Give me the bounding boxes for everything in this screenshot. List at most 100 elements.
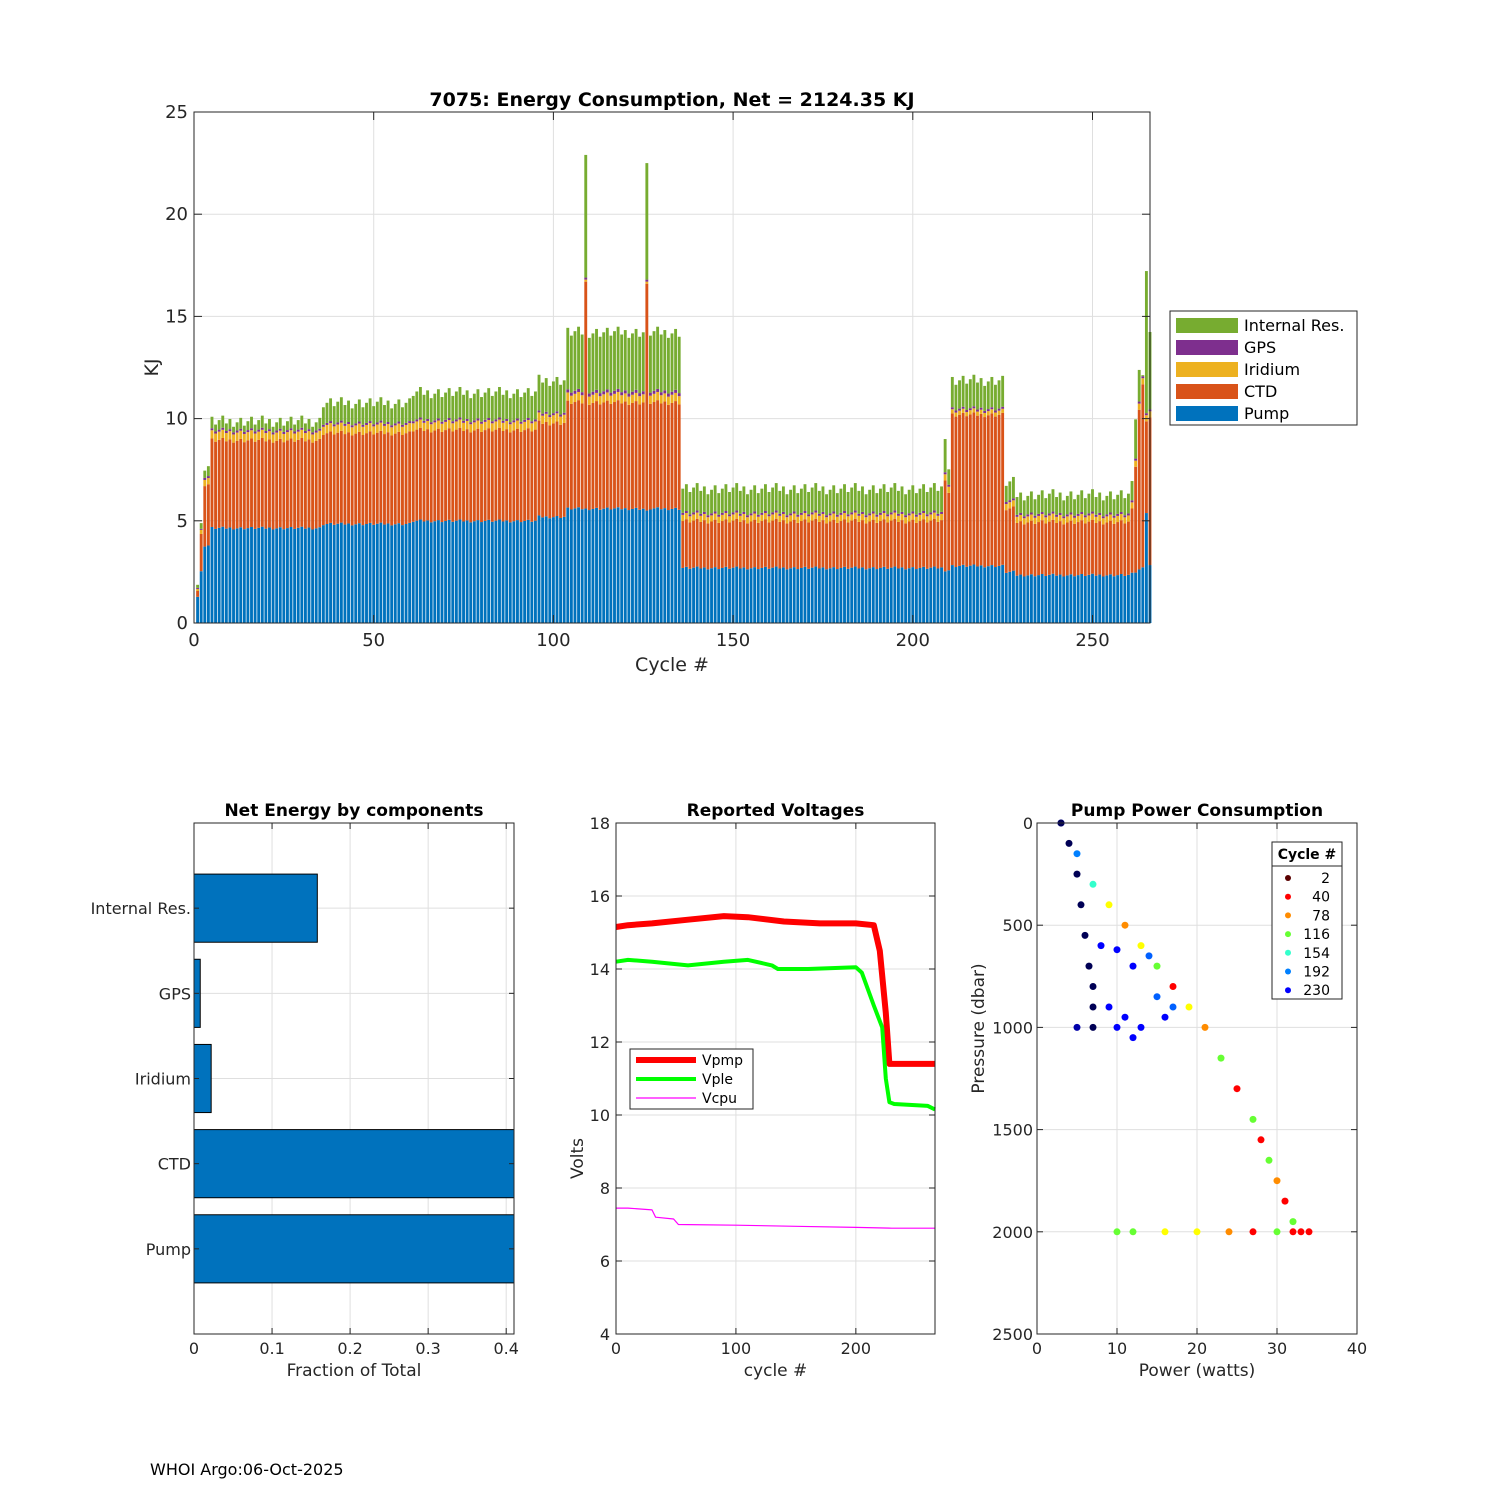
bar-pump-cycle-44 <box>350 525 354 623</box>
y-tick-label: 1500 <box>992 1121 1033 1140</box>
bar-pump-cycle-19 <box>260 526 264 623</box>
bar-gps-cycle-15 <box>246 430 250 433</box>
bar-gps-cycle-239 <box>1051 511 1055 514</box>
bar-internal-cycle-183 <box>850 487 854 513</box>
bar-ctd-cycle-214 <box>961 412 965 565</box>
x-axis-label-pump: Power (watts) <box>1139 1361 1256 1381</box>
bar-internal-cycle-26 <box>286 421 289 431</box>
bar-pump-cycle-9 <box>224 528 228 623</box>
bar-gps-cycle-251 <box>1094 514 1098 517</box>
bar-iridium-cycle-114 <box>602 394 606 403</box>
bar-pump-cycle-79 <box>476 520 480 623</box>
bar-internal-cycle-139 <box>692 487 696 513</box>
bar-iridium-cycle-22 <box>271 434 275 443</box>
bar-gps-cycle-200 <box>911 511 915 514</box>
bar-pump-cycle-197 <box>900 567 904 623</box>
bar-pump-cycle-255 <box>1109 574 1112 623</box>
bar-ctd-cycle-144 <box>710 521 713 569</box>
bar-gps-cycle-146 <box>717 514 721 517</box>
scatter-point-descent-line <box>1185 1003 1193 1011</box>
bar-iridium-cycle-125 <box>641 394 645 403</box>
bar-pump-cycle-91 <box>519 522 523 623</box>
bar-ctd-cycle-165 <box>785 523 789 570</box>
y-tick-label: 16 <box>590 887 610 906</box>
bar-ctd-cycle-261 <box>1130 508 1134 573</box>
bar-iridium-cycle-64 <box>422 422 426 432</box>
bar-internal-cycle-126 <box>645 163 649 280</box>
bar-pump-cycle-261 <box>1130 572 1134 623</box>
bar-internal-cycle-51 <box>375 401 379 423</box>
bar-ctd-cycle-30 <box>300 437 304 527</box>
bar-gps-cycle-143 <box>706 515 710 518</box>
bar-pump-cycle-248 <box>1083 575 1087 623</box>
x-tick-label: 0 <box>611 1339 621 1358</box>
bar-pump-cycle-60 <box>408 522 412 623</box>
bar-ctd-cycle-37 <box>325 433 329 525</box>
bar-internal-cycle-82 <box>487 388 491 418</box>
bar-ctd-cycle-70 <box>444 430 448 521</box>
bar-ctd-cycle-221 <box>986 415 990 567</box>
bar-iridium-cycle-60 <box>408 423 412 432</box>
bar-pump-cycle-235 <box>1037 575 1041 623</box>
bar-pump-cycle-252 <box>1098 574 1102 623</box>
bar-gps-cycle-5 <box>210 428 214 431</box>
bar-iridium-cycle-137 <box>684 513 688 520</box>
bar-iridium-cycle-215 <box>965 412 969 417</box>
bar-iridium-cycle-78 <box>472 422 476 431</box>
bar-pump-cycle-162 <box>774 566 778 623</box>
bar-pump-cycle-151 <box>735 566 739 623</box>
bar-iridium-cycle-66 <box>429 424 433 433</box>
bar-pump-cycle-160 <box>767 568 771 623</box>
bar-ctd-cycle-161 <box>771 520 775 568</box>
bar-internal-cycle-240 <box>1055 497 1058 515</box>
x-tick-label: 100 <box>536 630 570 651</box>
bar-iridium-cycle-67 <box>433 422 437 431</box>
bar-pump-cycle-92 <box>523 520 527 623</box>
bar-iridium-cycle-1 <box>196 588 200 591</box>
bar-gps-cycle-121 <box>627 393 631 397</box>
bar-internal-cycle-117 <box>613 331 616 391</box>
bar-pump-cycle-38 <box>329 522 333 623</box>
bar-iridium-cycle-48 <box>365 424 368 434</box>
bar-iridium-cycle-251 <box>1094 516 1098 523</box>
bar-internal-cycle-196 <box>896 490 900 514</box>
bar-internal-cycle-226 <box>1004 485 1008 502</box>
bar-internal-cycle-220 <box>983 385 987 411</box>
bar-iridium-cycle-77 <box>469 424 473 433</box>
bar-pump-cycle-200 <box>911 567 915 623</box>
bar-pump-cycle-260 <box>1126 574 1130 623</box>
x-tick-label: 20 <box>1187 1339 1207 1358</box>
bar-iridium-cycle-158 <box>760 514 764 522</box>
bar-internal-cycle-170 <box>803 484 807 511</box>
bar-pump-cycle-243 <box>1065 575 1069 623</box>
bar-pump-cycle-185 <box>857 568 861 623</box>
bar-internal-cycle-84 <box>494 391 498 420</box>
bar-iridium-cycle-21 <box>268 431 271 440</box>
bar-gps-cycle-193 <box>886 514 890 517</box>
bar-internal-cycle-69 <box>440 397 444 422</box>
bar-internal-cycle-128 <box>652 331 656 391</box>
bar-iridium-cycle-8 <box>221 429 225 438</box>
bar-internal-cycle-233 <box>1029 491 1033 513</box>
bar-pump-cycle-246 <box>1076 575 1080 623</box>
bar-ctd-cycle-204 <box>925 522 929 569</box>
bar-iridium-cycle-237 <box>1044 517 1048 524</box>
bar-gps-cycle-149 <box>728 514 731 517</box>
bar-gps-cycle-111 <box>591 391 595 395</box>
bar-pump-cycle-262 <box>1134 572 1138 623</box>
bar-ctd-cycle-145 <box>713 519 717 568</box>
bar-gps-cycle-81 <box>483 419 487 422</box>
bar-ctd-cycle-198 <box>904 523 908 570</box>
bar-iridium-cycle-159 <box>764 513 767 520</box>
bar-gps-cycle-155 <box>749 513 753 516</box>
scatter-point-blue-cloud <box>1121 1013 1129 1021</box>
bar-internal-cycle-4 <box>206 466 210 477</box>
bar-gps-cycle-142 <box>702 511 706 514</box>
bar-gps-cycle-115 <box>605 389 609 393</box>
bar-ctd-cycle-72 <box>451 431 455 522</box>
bar-ctd-cycle-10 <box>228 439 232 528</box>
bar-ctd-cycle-237 <box>1044 523 1048 576</box>
bar-internal-cycle-92 <box>523 392 527 420</box>
bar-ctd-cycle-248 <box>1083 523 1087 576</box>
bar-gps-cycle-252 <box>1098 512 1102 515</box>
